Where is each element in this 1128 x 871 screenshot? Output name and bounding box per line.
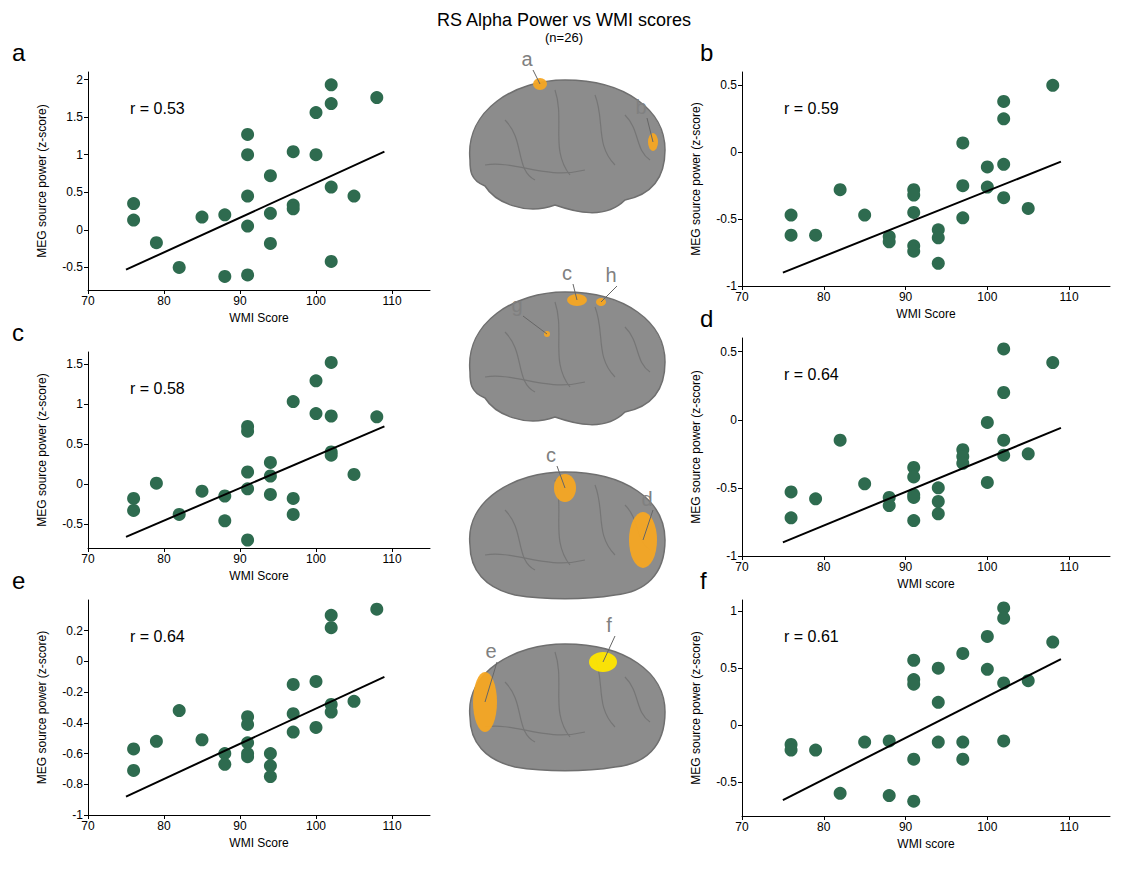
svg-text:r = 0.59: r = 0.59 <box>784 100 839 117</box>
svg-text:110: 110 <box>382 552 401 566</box>
svg-text:0.5: 0.5 <box>720 78 737 92</box>
svg-text:c: c <box>12 319 24 346</box>
svg-text:-0.5: -0.5 <box>716 481 737 495</box>
svg-text:-0.5: -0.5 <box>716 775 737 789</box>
svg-text:b: b <box>635 96 646 118</box>
svg-text:100: 100 <box>306 819 326 833</box>
svg-text:110: 110 <box>1060 290 1079 304</box>
svg-text:-0.8: -0.8 <box>62 777 83 791</box>
svg-text:WMI Score: WMI Score <box>229 311 289 325</box>
svg-text:WMI score: WMI score <box>897 577 955 591</box>
svg-text:-0.5: -0.5 <box>716 212 737 226</box>
svg-text:80: 80 <box>157 552 171 566</box>
svg-text:r = 0.64: r = 0.64 <box>130 628 185 645</box>
svg-text:0.5: 0.5 <box>720 661 737 675</box>
svg-text:80: 80 <box>157 819 171 833</box>
svg-text:100: 100 <box>977 290 997 304</box>
svg-text:0.5: 0.5 <box>720 345 737 359</box>
svg-text:a: a <box>521 48 533 70</box>
svg-text:WMI Score: WMI Score <box>896 307 956 321</box>
svg-text:f: f <box>700 567 707 594</box>
svg-text:e: e <box>12 567 25 594</box>
svg-text:90: 90 <box>233 552 247 566</box>
svg-text:r = 0.61: r = 0.61 <box>784 628 839 645</box>
svg-text:h: h <box>605 264 616 286</box>
svg-text:90: 90 <box>233 819 247 833</box>
svg-text:f: f <box>606 614 612 636</box>
svg-text:70: 70 <box>81 819 95 833</box>
svg-text:0: 0 <box>76 654 83 668</box>
svg-text:MEG source power (z-score): MEG source power (z-score) <box>689 102 703 255</box>
svg-text:80: 80 <box>817 820 831 834</box>
svg-text:110: 110 <box>1060 560 1079 574</box>
svg-text:MEG source power (z-score): MEG source power (z-score) <box>689 370 703 523</box>
svg-text:a: a <box>12 39 26 66</box>
svg-text:r = 0.58: r = 0.58 <box>130 380 185 397</box>
svg-text:MEG source power (z-score): MEG source power (z-score) <box>689 631 703 784</box>
svg-text:b: b <box>700 39 713 66</box>
svg-text:WMI Score: WMI Score <box>229 569 289 583</box>
svg-text:0: 0 <box>730 145 737 159</box>
svg-text:0: 0 <box>76 223 83 237</box>
svg-text:-0.4: -0.4 <box>62 716 83 730</box>
svg-text:-0.6: -0.6 <box>62 747 83 761</box>
svg-text:100: 100 <box>977 560 997 574</box>
svg-text:90: 90 <box>899 560 913 574</box>
svg-text:110: 110 <box>1060 820 1079 834</box>
svg-text:MEG source power (z-score): MEG source power (z-score) <box>35 104 49 257</box>
svg-text:RS Alpha Power vs WMI scores: RS Alpha Power vs WMI scores <box>437 10 691 30</box>
svg-text:70: 70 <box>735 560 749 574</box>
svg-text:1: 1 <box>76 148 83 162</box>
svg-text:80: 80 <box>817 560 831 574</box>
svg-text:0: 0 <box>76 477 83 491</box>
svg-text:r = 0.64: r = 0.64 <box>784 366 839 383</box>
svg-text:d: d <box>700 305 713 332</box>
svg-text:(n=26): (n=26) <box>545 30 583 45</box>
svg-text:70: 70 <box>81 552 95 566</box>
svg-text:c: c <box>562 262 572 284</box>
svg-text:90: 90 <box>233 294 247 308</box>
svg-text:70: 70 <box>81 294 95 308</box>
svg-text:0: 0 <box>730 413 737 427</box>
svg-text:0: 0 <box>730 718 737 732</box>
svg-text:90: 90 <box>899 820 913 834</box>
svg-text:d: d <box>641 488 652 510</box>
svg-text:70: 70 <box>735 820 749 834</box>
svg-text:-0.2: -0.2 <box>62 685 83 699</box>
svg-text:90: 90 <box>899 290 913 304</box>
svg-text:80: 80 <box>817 290 831 304</box>
svg-text:0.5: 0.5 <box>66 437 83 451</box>
svg-text:-0.5: -0.5 <box>62 260 83 274</box>
svg-text:100: 100 <box>977 820 997 834</box>
svg-text:-1: -1 <box>72 808 83 822</box>
svg-text:g: g <box>511 294 522 316</box>
svg-text:1.5: 1.5 <box>66 110 83 124</box>
svg-text:110: 110 <box>382 294 401 308</box>
svg-text:c: c <box>546 444 556 466</box>
svg-text:80: 80 <box>157 294 171 308</box>
svg-text:0.2: 0.2 <box>66 624 83 638</box>
svg-text:110: 110 <box>382 819 401 833</box>
svg-text:70: 70 <box>735 290 749 304</box>
svg-text:-1: -1 <box>726 279 737 293</box>
svg-text:1: 1 <box>730 604 737 618</box>
svg-text:2: 2 <box>76 73 83 87</box>
svg-text:WMI score: WMI score <box>897 837 955 851</box>
svg-text:MEG source power (z-score): MEG source power (z-score) <box>35 631 49 784</box>
svg-text:e: e <box>485 640 496 662</box>
svg-text:-0.5: -0.5 <box>62 517 83 531</box>
svg-text:r = 0.53: r = 0.53 <box>130 100 185 117</box>
svg-text:WMI Score: WMI Score <box>229 836 289 850</box>
svg-text:MEG source power (z-score): MEG source power (z-score) <box>35 373 49 526</box>
svg-text:0.5: 0.5 <box>66 185 83 199</box>
svg-text:100: 100 <box>306 294 326 308</box>
svg-text:100: 100 <box>306 552 326 566</box>
svg-text:1: 1 <box>76 397 83 411</box>
svg-text:-1: -1 <box>726 549 737 563</box>
svg-text:1.5: 1.5 <box>66 357 83 371</box>
